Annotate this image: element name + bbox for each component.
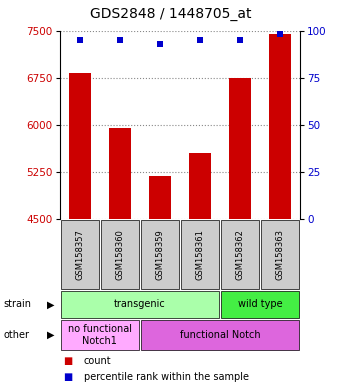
Bar bbox=[109, 128, 131, 219]
Text: GSM158362: GSM158362 bbox=[236, 229, 244, 280]
Text: other: other bbox=[3, 330, 29, 340]
Text: transgenic: transgenic bbox=[114, 299, 166, 310]
Text: ■: ■ bbox=[63, 356, 72, 366]
Text: GSM158357: GSM158357 bbox=[75, 229, 84, 280]
Text: count: count bbox=[84, 356, 111, 366]
Bar bbox=[189, 153, 211, 219]
Bar bbox=[269, 34, 291, 219]
Bar bbox=[69, 73, 91, 219]
Text: GDS2848 / 1448705_at: GDS2848 / 1448705_at bbox=[90, 7, 251, 21]
Bar bbox=[149, 175, 171, 219]
Text: strain: strain bbox=[3, 299, 31, 310]
Text: GSM158360: GSM158360 bbox=[115, 229, 124, 280]
Text: functional Notch: functional Notch bbox=[180, 330, 260, 340]
Text: GSM158363: GSM158363 bbox=[276, 229, 284, 280]
Text: percentile rank within the sample: percentile rank within the sample bbox=[84, 372, 249, 382]
Text: ▶: ▶ bbox=[47, 330, 55, 340]
Text: no functional
Notch1: no functional Notch1 bbox=[68, 324, 132, 346]
Text: GSM158361: GSM158361 bbox=[195, 229, 204, 280]
Text: ▶: ▶ bbox=[47, 299, 55, 310]
Text: ■: ■ bbox=[63, 372, 72, 382]
Text: wild type: wild type bbox=[238, 299, 282, 310]
Text: GSM158359: GSM158359 bbox=[155, 229, 164, 280]
Bar bbox=[229, 78, 251, 219]
